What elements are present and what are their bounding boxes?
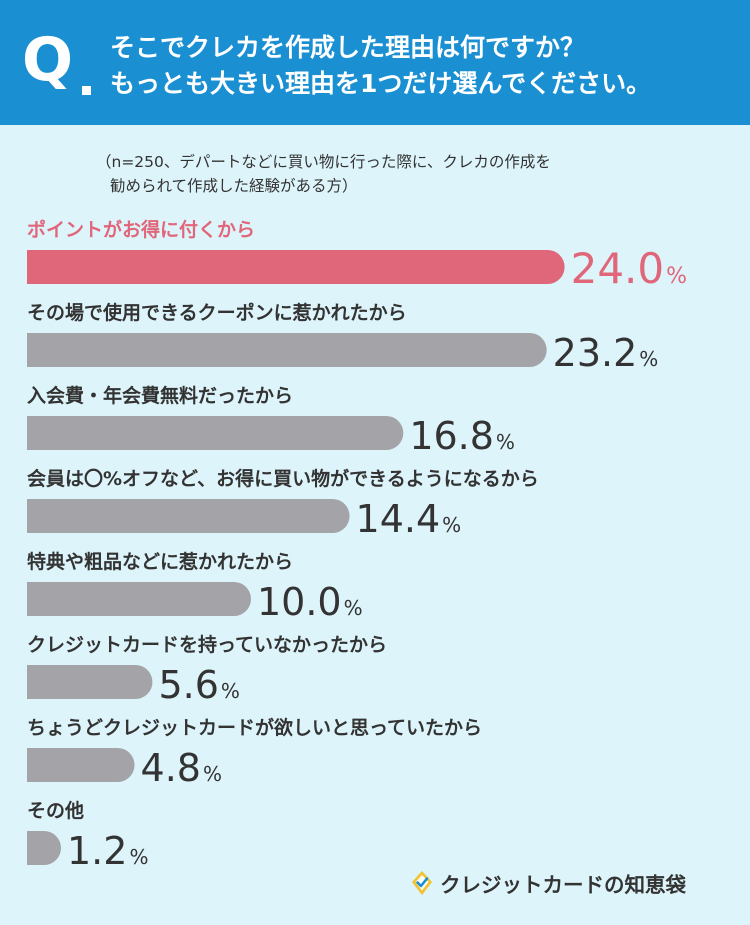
value-number: 24.0: [571, 244, 665, 293]
bar: [27, 831, 61, 865]
q-mark: Q: [22, 25, 74, 95]
value-label: 16.8%: [409, 414, 515, 458]
bar: [27, 748, 135, 782]
category-label: 特典や粗品などに惹かれたから: [27, 550, 293, 573]
category-label: クレジットカードを持っていなかったから: [27, 633, 387, 656]
value-unit: %: [203, 762, 222, 786]
category-label: 入会費・年会費無料だったから: [27, 384, 293, 407]
bar: [27, 582, 251, 616]
value-unit: %: [344, 596, 363, 620]
question-line-1: そこでクレカを作成した理由は何ですか？: [110, 33, 586, 62]
value-number: 16.8: [409, 414, 494, 458]
value-number: 1.2: [67, 829, 127, 873]
value-unit: %: [129, 845, 148, 869]
value-unit: %: [221, 679, 240, 703]
bar: [27, 499, 350, 533]
value-number: 4.8: [141, 746, 201, 790]
value-label: 5.6%: [158, 663, 239, 707]
value-label: 23.2%: [553, 331, 659, 375]
sample-note: （n=250、デパートなどに買い物に行った際に、クレカの作成を 勧められて作成し…: [96, 150, 696, 198]
bar: [27, 333, 547, 367]
category-label: 会員は〇%オフなど、お得に買い物ができるようになるから: [27, 467, 539, 490]
sample-note-line-1: （n=250、デパートなどに買い物に行った際に、クレカの作成を: [96, 153, 551, 171]
value-label: 24.0%: [571, 244, 687, 293]
bar: [27, 665, 153, 699]
value-number: 23.2: [553, 331, 638, 375]
diamond-check-icon: [412, 871, 432, 895]
question-line-2: もっとも大きい理由を1つだけ選んでください。: [110, 69, 652, 98]
bar: [27, 250, 565, 284]
value-label: 1.2%: [67, 829, 148, 873]
value-label: 10.0%: [257, 580, 363, 624]
category-label: その場で使用できるクーポンに惹かれたから: [27, 301, 407, 324]
question-header: Q そこでクレカを作成した理由は何ですか？ もっとも大きい理由を1つだけ選んでく…: [0, 0, 750, 125]
value-unit: %: [666, 264, 687, 289]
question-text: そこでクレカを作成した理由は何ですか？ もっとも大きい理由を1つだけ選んでくださ…: [110, 30, 740, 102]
value-label: 4.8%: [141, 746, 222, 790]
category-label: ポイントがお得に付くから: [27, 218, 255, 241]
value-unit: %: [639, 347, 658, 371]
bar: [27, 416, 404, 450]
value-unit: %: [442, 513, 461, 537]
value-label: 14.4%: [356, 497, 462, 541]
site-logo: クレジットカードの知恵袋: [410, 866, 686, 900]
logo-text: クレジットカードの知恵袋: [440, 873, 686, 897]
value-number: 14.4: [356, 497, 441, 541]
q-dot: [82, 86, 91, 95]
sample-note-line-2: 勧められて作成した経験がある方）: [110, 177, 358, 195]
category-label: その他: [27, 799, 84, 822]
category-label: ちょうどクレジットカードが欲しいと思っていたから: [27, 716, 482, 739]
value-number: 10.0: [257, 580, 342, 624]
value-unit: %: [496, 430, 515, 454]
value-number: 5.6: [158, 663, 218, 707]
